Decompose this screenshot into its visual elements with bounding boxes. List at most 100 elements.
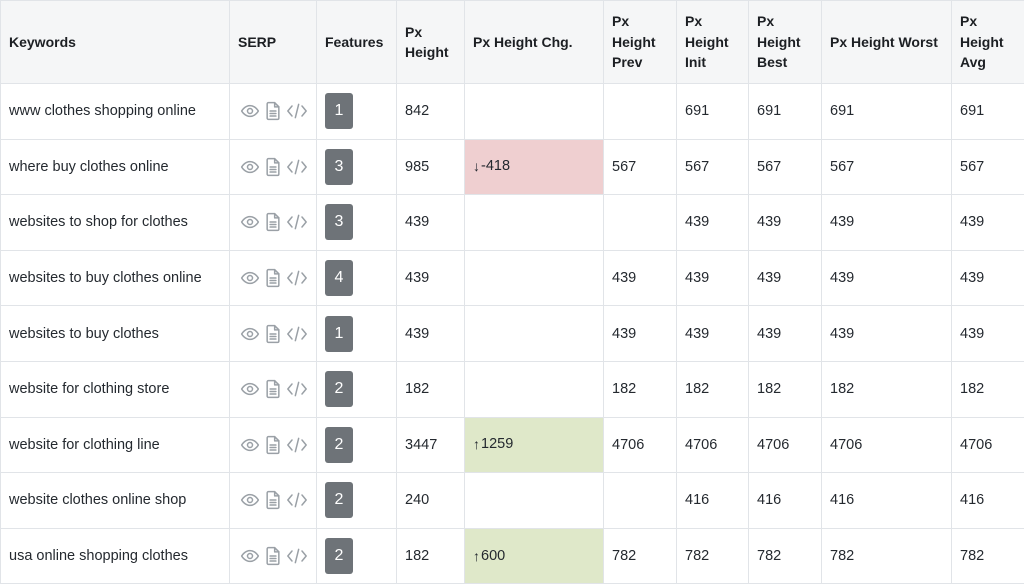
col-header-px-height-avg[interactable]: Px Height Avg	[951, 0, 1024, 84]
document-icon[interactable]	[264, 157, 282, 177]
col-header-px-height-init[interactable]: Px Height Init	[676, 0, 749, 84]
col-header-serp[interactable]: SERP	[229, 0, 317, 84]
px-height-avg-cell: 416	[951, 472, 1024, 529]
document-icon[interactable]	[264, 101, 282, 121]
code-icon[interactable]	[286, 435, 308, 455]
code-icon[interactable]	[286, 212, 308, 232]
features-cell: 1	[316, 83, 397, 140]
serp-cell	[229, 360, 317, 418]
px-height-avg-cell: 691	[951, 83, 1024, 140]
features-cell: 2	[316, 416, 397, 474]
col-header-px-height-prev[interactable]: Px Height Prev	[603, 0, 677, 84]
px-height-prev-cell: 182	[603, 360, 677, 418]
px-height-chg-cell	[464, 360, 604, 418]
features-badge[interactable]: 2	[325, 371, 353, 408]
px-height-best-cell: 439	[748, 194, 822, 251]
code-icon[interactable]	[286, 157, 308, 177]
table-row: websites to buy clothes online 4 439 439…	[0, 249, 1024, 307]
code-icon[interactable]	[286, 101, 308, 121]
document-icon[interactable]	[264, 324, 282, 344]
px-height-worst-cell: 439	[821, 249, 952, 307]
serp-cell	[229, 194, 317, 251]
px-height-cell: 182	[396, 360, 465, 418]
keyword-text: where buy clothes online	[9, 158, 169, 175]
eye-icon[interactable]	[240, 379, 260, 399]
col-header-px-height-best[interactable]: Px Height Best	[748, 0, 822, 84]
eye-icon[interactable]	[240, 324, 260, 344]
keyword-text: websites to shop for clothes	[9, 214, 188, 231]
code-icon[interactable]	[286, 490, 308, 510]
code-icon[interactable]	[286, 379, 308, 399]
features-cell: 3	[316, 138, 397, 196]
serp-cell	[229, 527, 317, 585]
keyword-text: websites to buy clothes	[9, 325, 159, 342]
px-height-worst-cell: 567	[821, 138, 952, 196]
features-cell: 2	[316, 360, 397, 418]
col-header-keywords[interactable]: Keywords	[0, 0, 230, 84]
eye-icon[interactable]	[240, 212, 260, 232]
keyword-cell: websites to buy clothes online	[0, 249, 230, 307]
features-badge[interactable]: 2	[325, 538, 353, 575]
eye-icon[interactable]	[240, 435, 260, 455]
px-height-avg-cell: 567	[951, 138, 1024, 196]
px-height-best-cell: 182	[748, 360, 822, 418]
px-height-worst-cell: 182	[821, 360, 952, 418]
document-icon[interactable]	[264, 490, 282, 510]
document-icon[interactable]	[264, 212, 282, 232]
keyword-text: website clothes online shop	[9, 492, 187, 509]
col-header-features[interactable]: Features	[316, 0, 397, 84]
document-icon[interactable]	[264, 268, 282, 288]
px-height-best-cell: 782	[748, 527, 822, 585]
table-body: www clothes shopping online 1 842 691 69…	[0, 83, 1024, 585]
px-height-worst-cell: 782	[821, 527, 952, 585]
serp-cell	[229, 416, 317, 474]
px-height-change-value: ↓ -418	[473, 158, 510, 174]
code-icon[interactable]	[286, 546, 308, 566]
px-height-chg-cell: ↓ -418	[464, 138, 604, 196]
change-amount: -418	[481, 158, 511, 175]
px-height-best-cell: 691	[748, 83, 822, 140]
features-badge[interactable]: 1	[325, 93, 353, 130]
eye-icon[interactable]	[240, 490, 260, 510]
eye-icon[interactable]	[240, 268, 260, 288]
document-icon[interactable]	[264, 435, 282, 455]
features-badge[interactable]: 1	[325, 315, 353, 352]
features-badge[interactable]: 3	[325, 204, 353, 241]
features-cell: 3	[316, 194, 397, 251]
px-height-init-cell: 182	[676, 360, 749, 418]
features-cell: 4	[316, 249, 397, 307]
change-amount: 1259	[481, 436, 514, 453]
keyword-text: website for clothing store	[9, 381, 170, 398]
px-height-avg-cell: 439	[951, 305, 1024, 362]
col-header-px-height-chg[interactable]: Px Height Chg.	[464, 0, 604, 84]
features-badge[interactable]: 4	[325, 260, 353, 297]
px-height-avg-cell: 182	[951, 360, 1024, 418]
px-height-cell: 439	[396, 305, 465, 362]
features-badge[interactable]: 2	[325, 482, 353, 519]
keyword-text: usa online shopping clothes	[9, 548, 188, 565]
document-icon[interactable]	[264, 379, 282, 399]
px-height-prev-cell	[603, 194, 677, 251]
features-badge[interactable]: 2	[325, 426, 353, 463]
keyword-cell: websites to shop for clothes	[0, 194, 230, 251]
document-icon[interactable]	[264, 546, 282, 566]
code-icon[interactable]	[286, 324, 308, 344]
eye-icon[interactable]	[240, 157, 260, 177]
px-height-init-cell: 4706	[676, 416, 749, 474]
eye-icon[interactable]	[240, 101, 260, 121]
px-height-prev-cell	[603, 83, 677, 140]
px-height-cell: 182	[396, 527, 465, 585]
px-height-prev-cell: 439	[603, 249, 677, 307]
px-height-chg-cell	[464, 472, 604, 529]
col-header-px-height-worst[interactable]: Px Height Worst	[821, 0, 952, 84]
px-height-cell: 439	[396, 249, 465, 307]
px-height-change-value: ↑ 600	[473, 548, 505, 564]
table-header-row: Keywords SERP Features Px Height Px Heig…	[0, 0, 1024, 84]
eye-icon[interactable]	[240, 546, 260, 566]
features-badge[interactable]: 3	[325, 148, 353, 185]
px-height-chg-cell	[464, 305, 604, 362]
col-header-px-height[interactable]: Px Height	[396, 0, 465, 84]
features-cell: 1	[316, 305, 397, 362]
code-icon[interactable]	[286, 268, 308, 288]
